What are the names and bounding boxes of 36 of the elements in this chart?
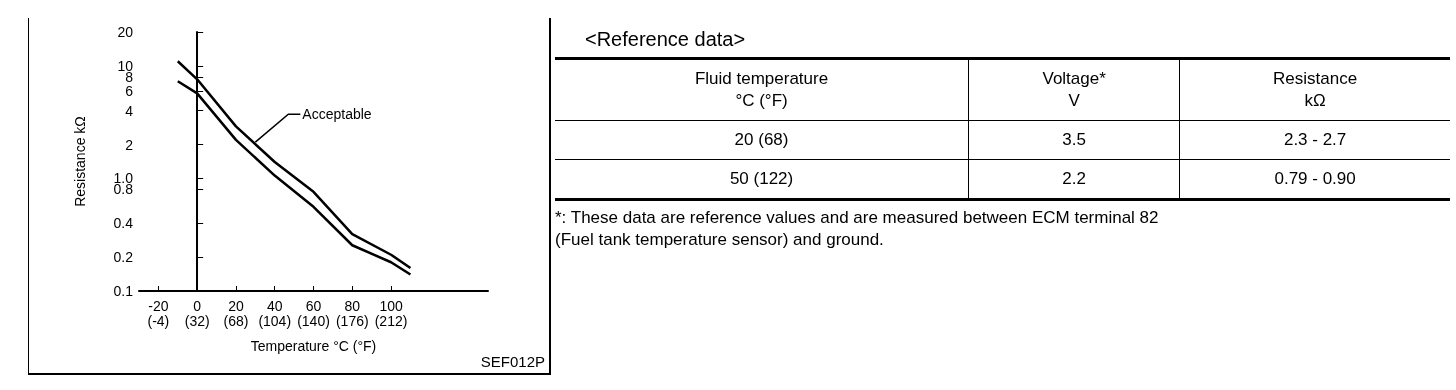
annotation: Acceptable <box>302 106 372 123</box>
x2-tick-label: (-4) <box>147 313 170 329</box>
x-tick-label: 20 <box>228 298 244 314</box>
text: 3.5 <box>1062 130 1086 150</box>
x-tick-label: -20 <box>148 298 169 314</box>
text: SEF012P <box>480 353 546 370</box>
category-label: Fluid temperature °C (°F) <box>555 58 969 121</box>
x-tick-label: 60 <box>305 298 322 314</box>
x-tick-label: 0 <box>193 298 202 314</box>
y-tick-label: 0.2 <box>113 249 134 266</box>
x2-tick-label: (68) <box>223 313 249 329</box>
x2-tick-label: (104) <box>258 313 292 329</box>
text: 2.2 <box>1062 169 1086 189</box>
category-label: Voltage* V <box>968 58 1180 121</box>
text: 50 (122) <box>729 169 794 189</box>
category-label: Resistance kΩ <box>1179 58 1450 121</box>
x-tick-label: 40 <box>266 298 283 314</box>
y-tick-label: 4 <box>125 102 134 119</box>
y-tick-label: 0.4 <box>113 215 134 232</box>
x2-tick-label: (140) <box>297 313 330 329</box>
x2-tick-label: (32) <box>184 313 210 329</box>
text: 2.3 - 2.7 <box>1283 130 1347 150</box>
y-tick-label: 0.1 <box>113 283 134 299</box>
text: *: These data are reference values and are measured between ECM terminal 82 (Fuel tank temperature sensor) and ground. <box>555 207 1160 252</box>
text: 0.79 - 0.90 <box>1274 169 1356 189</box>
x-tick-label: 100 <box>379 298 403 314</box>
x2-tick-label: (212) <box>374 313 408 329</box>
y-tick-label: 20 <box>117 24 134 40</box>
x-tick-label: 80 <box>344 298 361 314</box>
y-tick-label: 6 <box>125 82 134 99</box>
text: <Reference data> <box>585 28 747 51</box>
text: 20 (68) <box>734 130 789 150</box>
y-tick-label: 2 <box>125 136 134 153</box>
y-axis-title: Resistance kΩ <box>72 116 88 207</box>
x-axis-title: Temperature °C (°F) <box>250 338 377 354</box>
x2-tick-label: (176) <box>335 313 369 329</box>
